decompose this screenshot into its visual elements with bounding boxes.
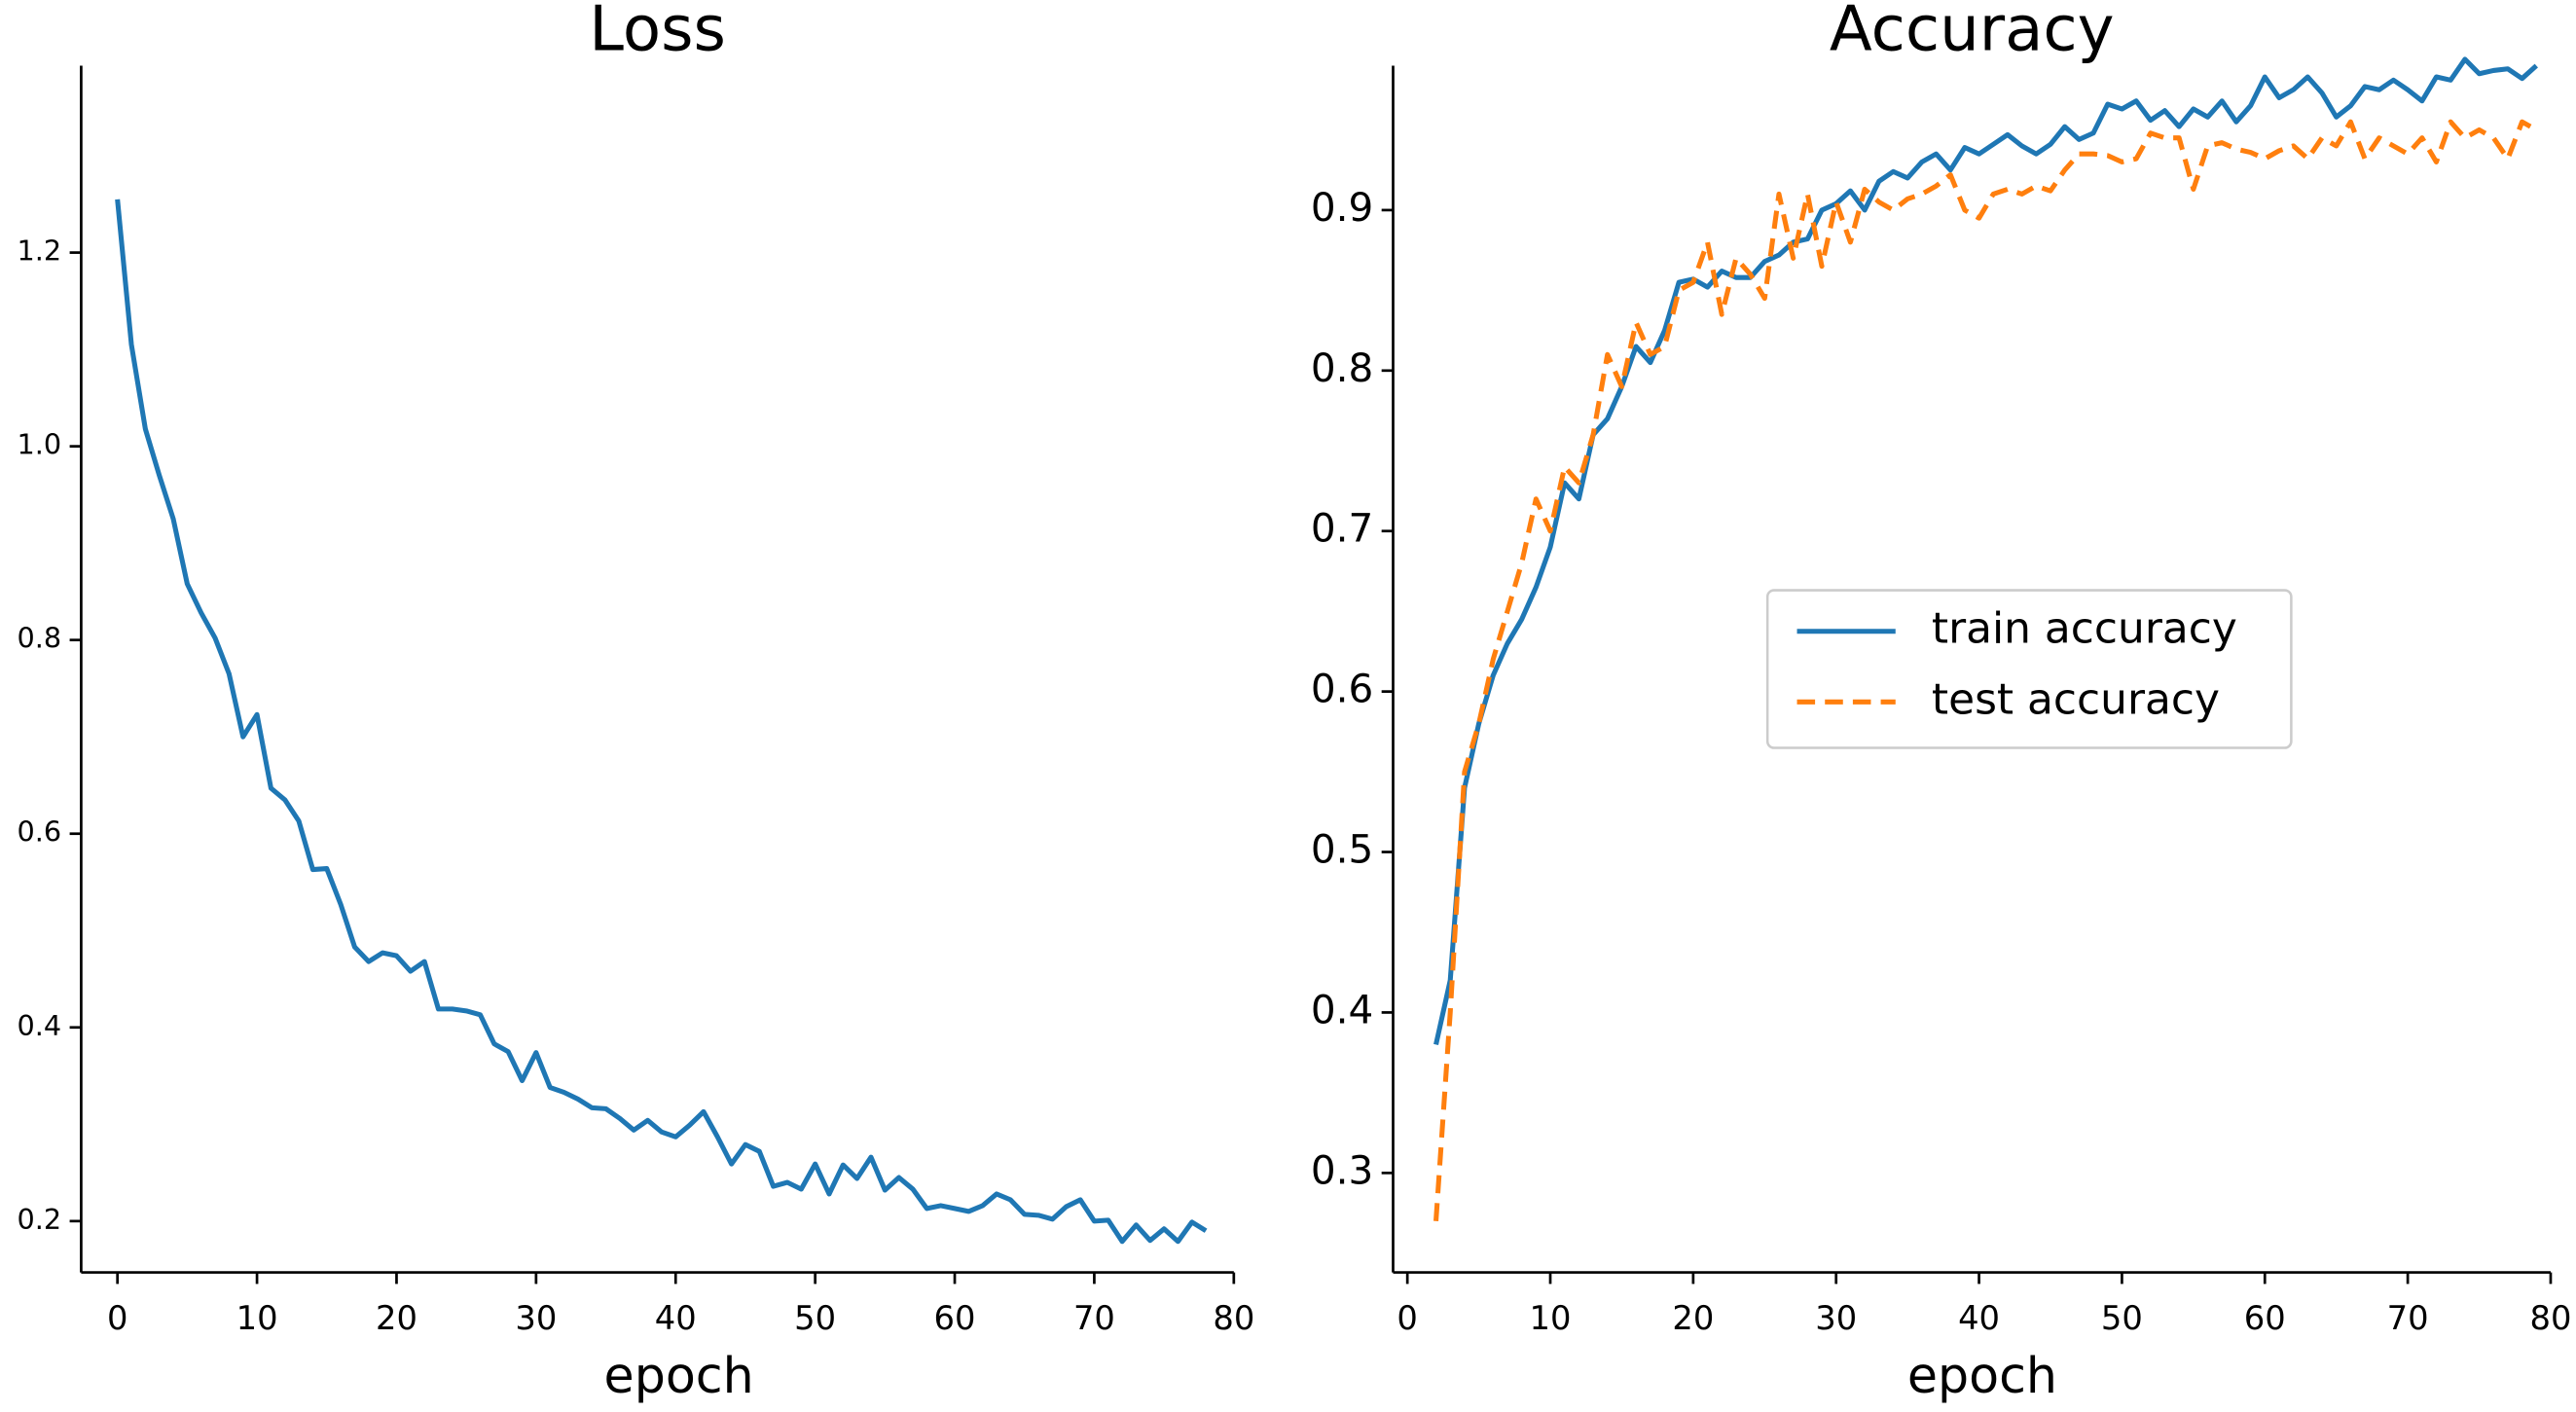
x-tick-label: 20 xyxy=(376,1299,417,1337)
x-tick-label: 70 xyxy=(1073,1299,1115,1337)
y-tick-label: 0.8 xyxy=(1311,344,1373,391)
chart-title: Loss xyxy=(589,0,726,65)
legend-label: train accuracy xyxy=(1932,604,2237,654)
x-axis-label: epoch xyxy=(604,1347,754,1404)
x-tick-label: 0 xyxy=(1397,1299,1417,1337)
x-tick-label: 10 xyxy=(1530,1299,1572,1337)
y-tick-label: 0.6 xyxy=(1311,666,1373,712)
x-tick-label: 0 xyxy=(107,1299,127,1337)
x-axis-label: epoch xyxy=(1907,1347,2057,1404)
x-tick-label: 30 xyxy=(515,1299,557,1337)
x-tick-label: 40 xyxy=(655,1299,697,1337)
y-tick-label: 0.6 xyxy=(18,815,62,849)
x-tick-label: 60 xyxy=(2244,1299,2286,1337)
x-tick-label: 80 xyxy=(1213,1299,1254,1337)
x-tick-label: 60 xyxy=(934,1299,976,1337)
y-tick-label: 0.5 xyxy=(1311,826,1373,873)
x-tick-label: 20 xyxy=(1672,1299,1714,1337)
y-tick-label: 0.7 xyxy=(1311,505,1373,552)
y-tick-label: 0.4 xyxy=(18,1009,62,1042)
x-tick-label: 40 xyxy=(1958,1299,2000,1337)
x-tick-label: 50 xyxy=(2101,1299,2143,1337)
x-tick-label: 50 xyxy=(794,1299,836,1337)
y-tick-label: 0.9 xyxy=(1311,184,1373,231)
y-tick-label: 1.0 xyxy=(18,428,62,461)
legend-label: test accuracy xyxy=(1932,674,2220,724)
chart-panel: Accuracy epoch 0 10 20 30 40 50 60 70 80 0.3 0.4 0.5 0… xyxy=(1311,0,2572,1404)
data-line xyxy=(1433,119,2538,1221)
y-tick-label: 0.3 xyxy=(1311,1146,1373,1193)
y-tick-label: 1.2 xyxy=(18,235,62,268)
data-line xyxy=(115,199,1208,1245)
chart-panel: Loss epoch 0 10 20 30 40 50 60 70 80 0.2 0.4 0.6 0.8 1.… xyxy=(18,0,1255,1404)
legend-box xyxy=(1765,589,2293,749)
x-tick-label: 80 xyxy=(2529,1299,2571,1337)
chart-title: Accuracy xyxy=(1830,0,2115,65)
y-tick-label: 0.4 xyxy=(1311,986,1373,1032)
y-tick-label: 0.8 xyxy=(18,622,62,655)
data-line xyxy=(1433,56,2538,1045)
legend: train accuracy test accuracy xyxy=(1765,589,2293,749)
y-tick-label: 0.2 xyxy=(18,1203,62,1236)
x-tick-label: 30 xyxy=(1815,1299,1857,1337)
x-tick-label: 70 xyxy=(2387,1299,2429,1337)
x-tick-label: 10 xyxy=(236,1299,278,1337)
